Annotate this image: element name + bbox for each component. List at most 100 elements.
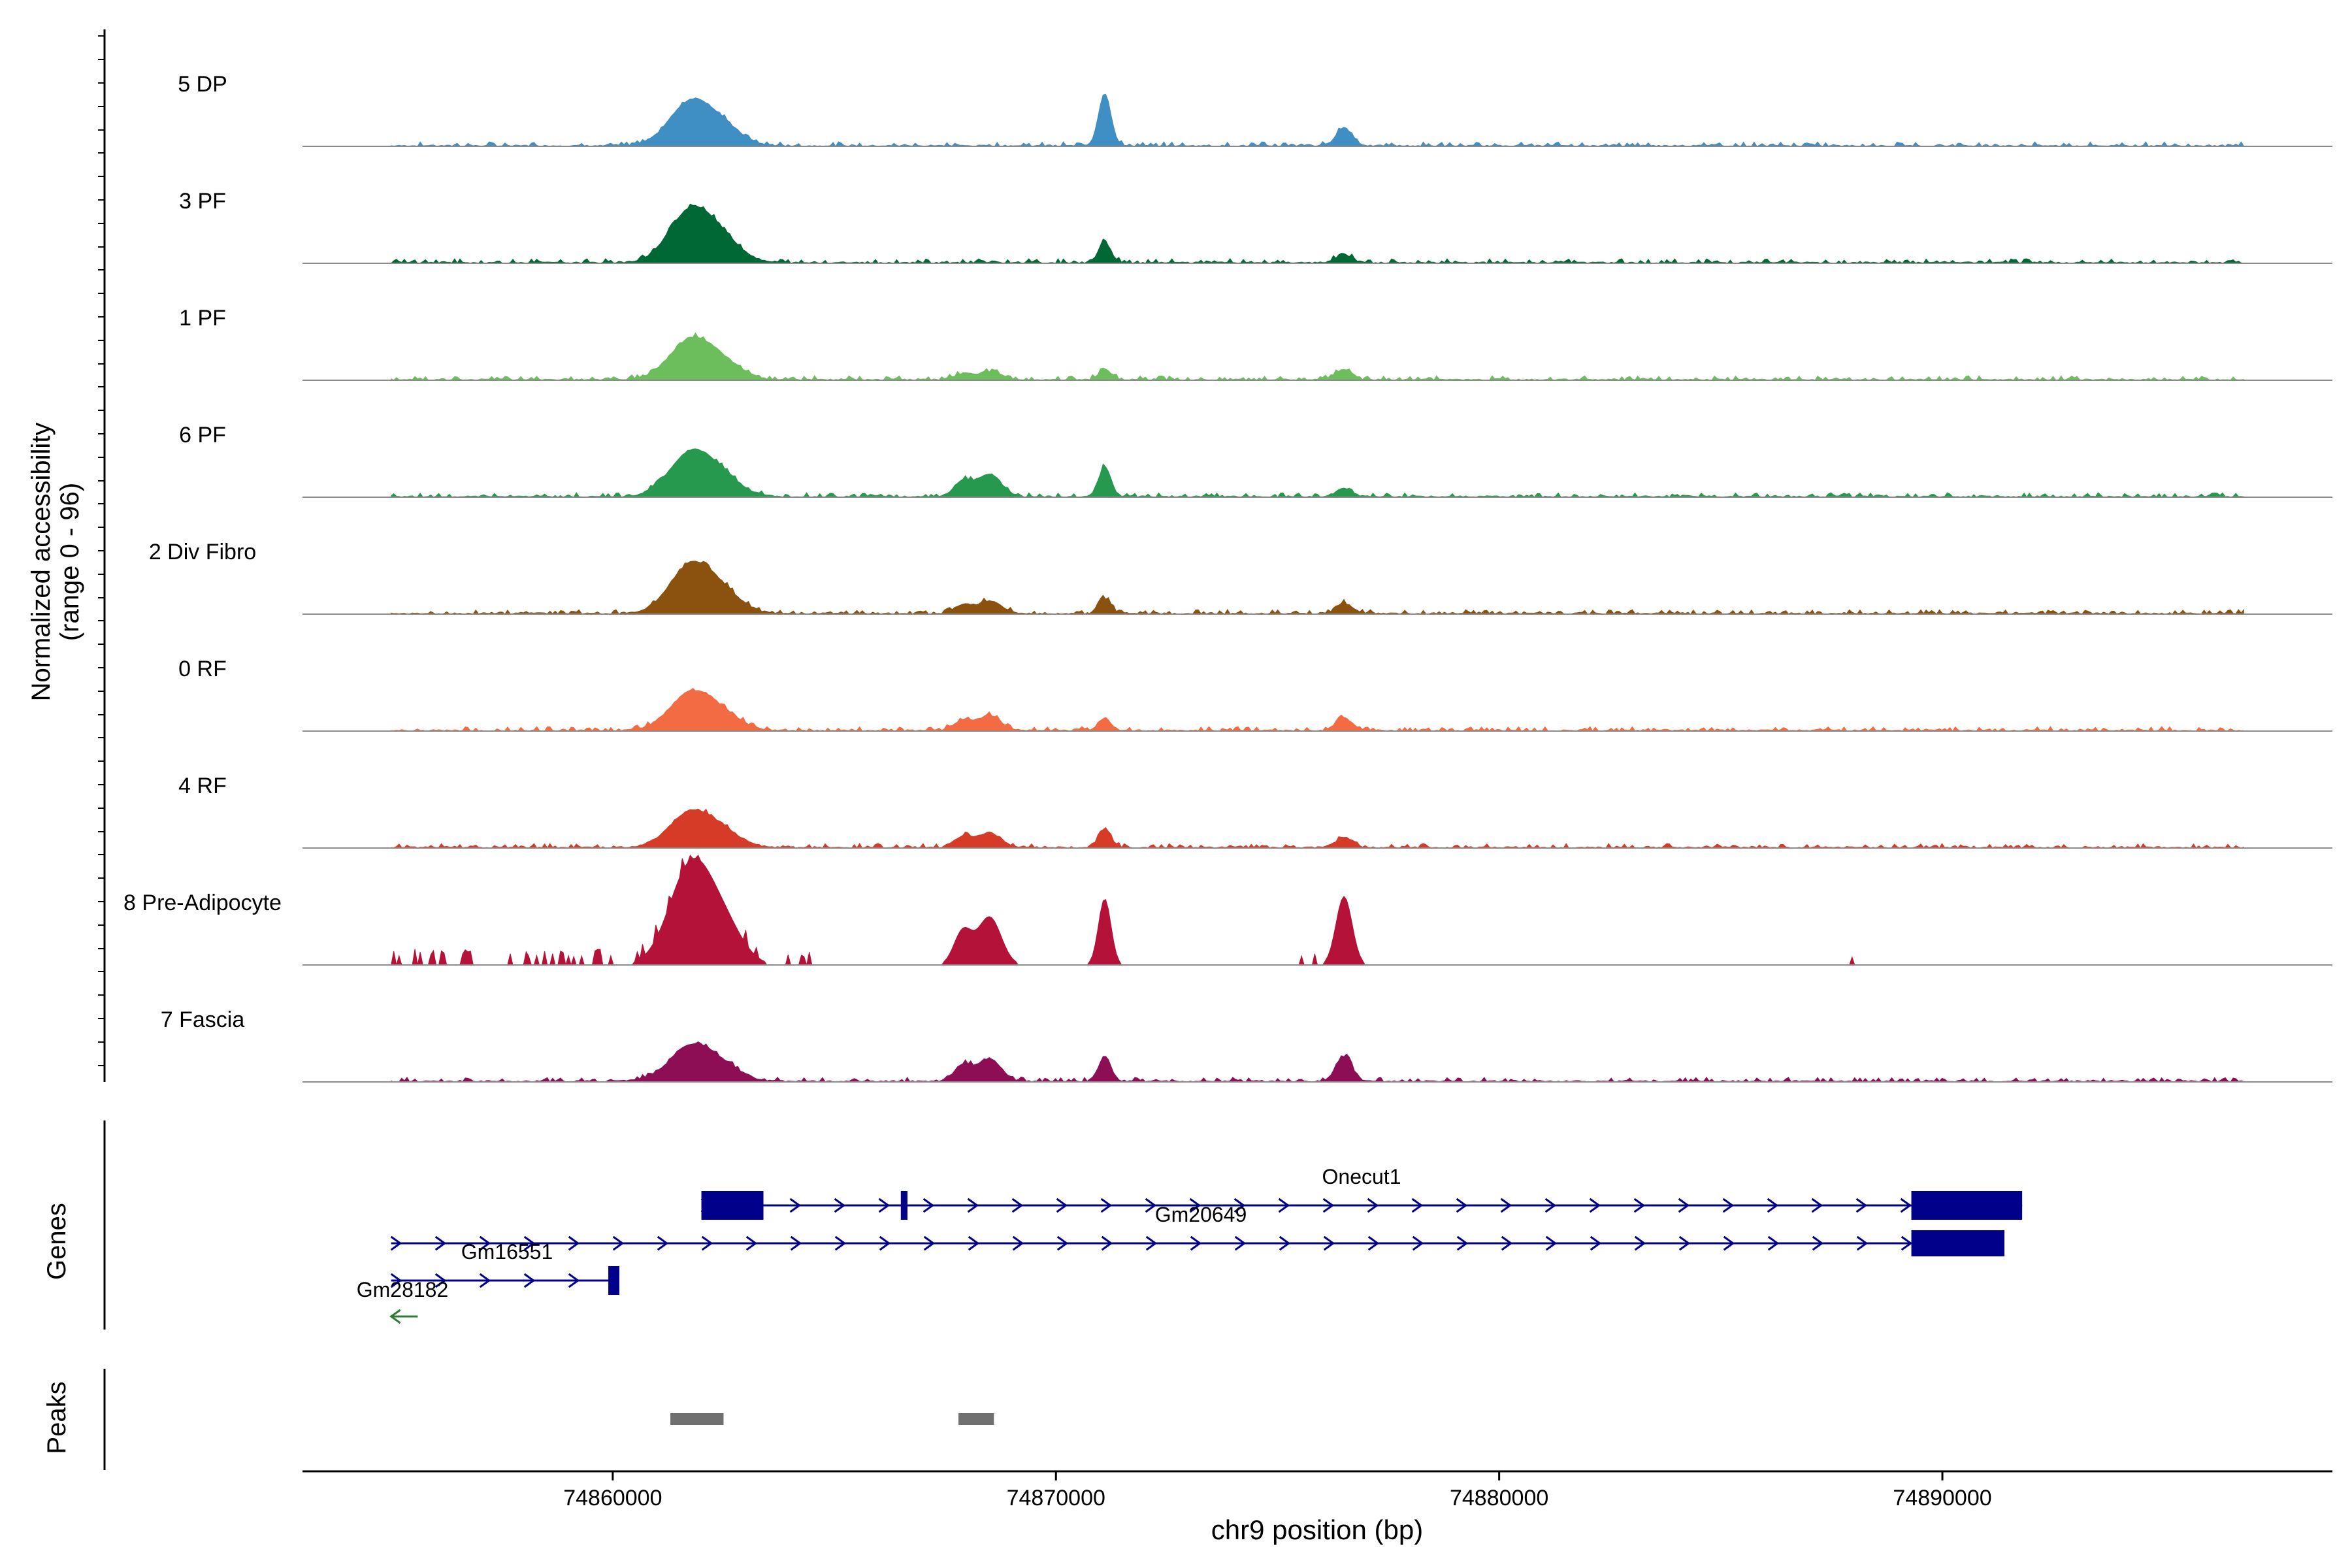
- strand-chevron: [1767, 1198, 1779, 1213]
- strand-chevron: [1544, 1198, 1557, 1213]
- x-tick-label: 74880000: [1450, 1486, 1548, 1511]
- gene-onecut1: Onecut1: [700, 1165, 2023, 1213]
- strand-chevron: [1101, 1235, 1113, 1251]
- track-1: 3 PF: [179, 189, 2332, 264]
- strand-chevron: [1900, 1198, 1912, 1213]
- coverage-tracks: 5 DP 3 PF 1 PF 6 PF 2 Div Fibro 0 RF 4 RF 8 Pre…: [123, 72, 2332, 1083]
- strand-chevron: [1856, 1235, 1869, 1251]
- peak-bar: [670, 1413, 724, 1425]
- strand-chevron: [1811, 1198, 1823, 1213]
- strand-chevron: [1456, 1198, 1468, 1213]
- peak-bar: [958, 1413, 994, 1425]
- strand-chevron: [1011, 1198, 1024, 1213]
- strand-chevron: [1412, 1235, 1424, 1251]
- strand-chevron: [968, 1235, 980, 1251]
- strand-chevron: [479, 1235, 491, 1251]
- strand-chevron: [879, 1235, 891, 1251]
- peaks-panel: [103, 1369, 994, 1470]
- track-label: 1 PF: [179, 306, 226, 331]
- strand-chevron: [1500, 1198, 1512, 1213]
- strand-chevron: [1633, 1198, 1646, 1213]
- strand-chevron: [1189, 1198, 1201, 1213]
- exon-box: [1911, 1230, 2004, 1256]
- track-label: 3 PF: [179, 189, 226, 214]
- strand-chevron: [1590, 1235, 1602, 1251]
- strand-chevron: [523, 1235, 536, 1251]
- gene-gm28182: Gm28182: [357, 1278, 448, 1324]
- gene-label: Gm16551: [461, 1240, 553, 1264]
- strand-chevron: [790, 1235, 802, 1251]
- coverage-area: [391, 448, 2244, 498]
- strand-chevron: [568, 1235, 580, 1251]
- track-3: 6 PF: [179, 423, 2332, 498]
- strand-chevron: [1233, 1198, 1246, 1213]
- x-tick-label: 74870000: [1007, 1486, 1105, 1511]
- strand-chevron: [1634, 1235, 1646, 1251]
- strand-chevron: [1545, 1235, 1558, 1251]
- x-axis-label: chr9 position (bp): [1211, 1514, 1424, 1545]
- coverage-area: [391, 854, 2244, 966]
- strand-chevron: [1678, 1235, 1691, 1251]
- strand-chevron: [1279, 1235, 1291, 1251]
- track-0: 5 DP: [178, 72, 2332, 147]
- strand-chevron: [1367, 1235, 1380, 1251]
- strand-chevron: [1367, 1198, 1379, 1213]
- coverage-area: [391, 203, 2244, 264]
- strand-chevron: [434, 1235, 447, 1251]
- strand-chevron: [390, 1273, 402, 1288]
- y-axis: [98, 29, 106, 1082]
- exon-box: [701, 1191, 764, 1220]
- strand-chevron: [923, 1235, 936, 1251]
- strand-chevron: [834, 1235, 847, 1251]
- strand-chevron: [923, 1198, 935, 1213]
- strand-chevron: [1145, 1235, 1158, 1251]
- strand-chevron: [568, 1273, 580, 1288]
- strand-chevron: [390, 1235, 402, 1251]
- genes-panel: Onecut1 Gm20649 Gm16551 Gm28182: [103, 1120, 2023, 1330]
- coverage-area: [391, 93, 2244, 147]
- gene-gm20649: Gm20649: [390, 1203, 2004, 1251]
- track-8: 7 Fascia: [161, 1007, 2332, 1083]
- strand-chevron: [1234, 1235, 1247, 1251]
- strand-chevron: [834, 1198, 846, 1213]
- strand-chevron: [1589, 1198, 1601, 1213]
- exon-box: [900, 1191, 907, 1220]
- track-label: 7 Fascia: [161, 1007, 245, 1032]
- strand-chevron: [1145, 1198, 1157, 1213]
- x-axis: 74860000 74870000 74880000 74890000: [302, 1470, 2332, 1511]
- strand-chevron: [1056, 1198, 1068, 1213]
- track-6: 4 RF: [178, 774, 2332, 849]
- strand-chevron: [479, 1273, 491, 1288]
- strand-chevron: [1322, 1198, 1335, 1213]
- strand-chevron: [701, 1235, 713, 1251]
- track-label: 0 RF: [178, 657, 227, 681]
- strand-chevron: [657, 1235, 669, 1251]
- strand-chevron: [1323, 1235, 1335, 1251]
- strand-chevron: [1767, 1235, 1780, 1251]
- y-axis-label-line2: (range 0 - 96): [56, 483, 84, 641]
- peaks-axis-label: Peaks: [42, 1381, 71, 1454]
- strand-chevron: [1012, 1235, 1024, 1251]
- strand-chevron: [1723, 1235, 1735, 1251]
- track-label: 4 RF: [178, 774, 227, 798]
- strand-chevron: [1812, 1235, 1824, 1251]
- gene-label: Gm20649: [1155, 1203, 1247, 1226]
- coverage-area: [391, 561, 2244, 615]
- strand-chevron: [1056, 1235, 1069, 1251]
- coverage-area: [391, 808, 2244, 849]
- strand-chevron: [789, 1198, 802, 1213]
- x-tick-label: 74860000: [563, 1486, 662, 1511]
- strand-chevron: [1411, 1198, 1424, 1213]
- strand-chevron: [523, 1273, 536, 1288]
- gene-label: Onecut1: [1322, 1165, 1401, 1188]
- strand-chevron: [967, 1198, 979, 1213]
- strand-chevron: [434, 1273, 447, 1288]
- track-label: 5 DP: [178, 72, 227, 97]
- strand-chevron: [1190, 1235, 1202, 1251]
- coverage-area: [391, 1041, 2244, 1083]
- strand-chevron: [745, 1235, 758, 1251]
- y-axis-label-line1: Normalized accessibility: [27, 423, 56, 702]
- strand-chevron: [1501, 1235, 1513, 1251]
- strand-chevron: [1456, 1235, 1469, 1251]
